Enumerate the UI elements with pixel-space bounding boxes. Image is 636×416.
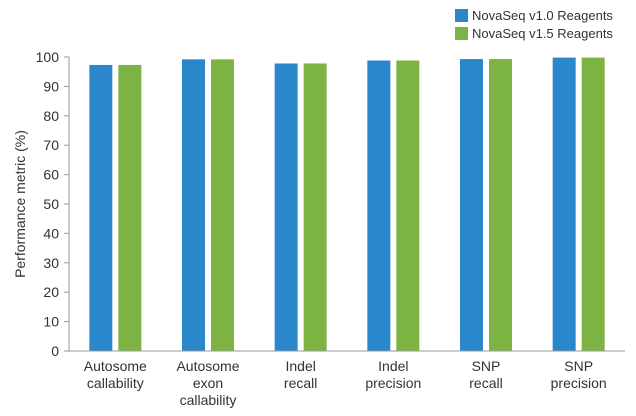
bar bbox=[396, 60, 420, 351]
x-tick-label: Indel recall bbox=[284, 358, 317, 391]
y-tick-label: 40 bbox=[43, 225, 59, 241]
bar bbox=[182, 59, 205, 352]
y-tick-label: 10 bbox=[43, 314, 59, 330]
legend-label: NovaSeq v1.5 Reagents bbox=[472, 26, 613, 41]
x-tick-label: SNP recall bbox=[469, 358, 502, 391]
bar bbox=[211, 59, 234, 352]
legend: NovaSeq v1.0 Reagents NovaSeq v1.5 Reagen… bbox=[455, 8, 613, 41]
y-tick-label: 90 bbox=[43, 78, 59, 94]
legend-swatch bbox=[455, 9, 468, 22]
x-tick-label: Autosome exon callability bbox=[176, 358, 239, 408]
x-tick-label: Indel precision bbox=[365, 358, 421, 391]
bar bbox=[274, 63, 298, 352]
y-tick-label: 70 bbox=[43, 137, 59, 153]
bar bbox=[89, 64, 113, 352]
y-axis-label: Performance metric (%) bbox=[12, 130, 28, 278]
y-tick-label: 30 bbox=[43, 255, 59, 271]
legend-label: NovaSeq v1.0 Reagents bbox=[472, 8, 613, 23]
bar bbox=[460, 59, 483, 352]
y-tick-label: 80 bbox=[43, 108, 59, 124]
bar bbox=[367, 60, 391, 351]
bar bbox=[303, 63, 327, 352]
bar bbox=[489, 59, 512, 352]
bar bbox=[552, 57, 576, 351]
legend-swatch bbox=[455, 27, 468, 40]
y-axis-ticks: 0 10 20 30 40 50 60 70 80 90 100 bbox=[36, 49, 69, 359]
x-axis-labels: Autosome callability Autosome exon callabili… bbox=[84, 358, 607, 408]
x-tick-label: Autosome callability bbox=[84, 358, 147, 391]
x-tick-label: SNP precision bbox=[551, 358, 607, 391]
y-tick-label: 50 bbox=[43, 196, 59, 212]
y-tick-label: 100 bbox=[36, 49, 60, 65]
bar bbox=[118, 64, 142, 352]
y-tick-label: 0 bbox=[51, 343, 59, 359]
bar bbox=[581, 57, 605, 351]
bars bbox=[89, 57, 605, 352]
y-tick-label: 60 bbox=[43, 167, 59, 183]
y-tick-label: 20 bbox=[43, 284, 59, 300]
